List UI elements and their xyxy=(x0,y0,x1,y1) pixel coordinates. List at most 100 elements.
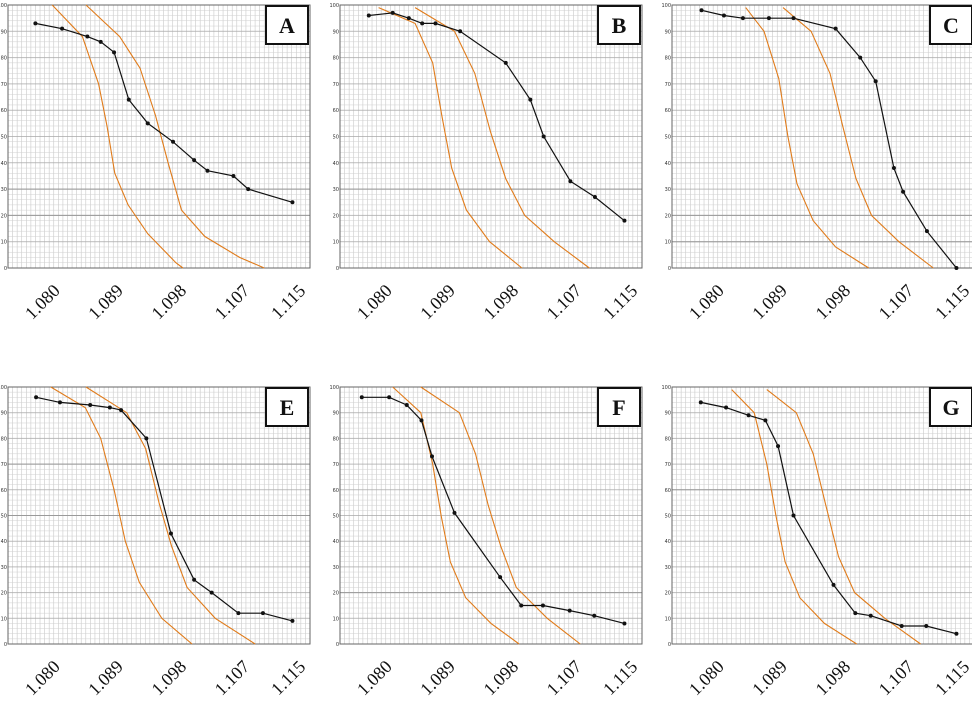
data-point xyxy=(98,39,103,44)
envelope-curve-1 xyxy=(50,386,193,645)
y-tick-label: 90 xyxy=(665,29,671,35)
y-tick-label: 90 xyxy=(665,411,671,417)
data-point xyxy=(126,97,131,102)
x-tick-label: 1.089 xyxy=(748,280,791,323)
x-tick-label: 1.098 xyxy=(479,280,522,323)
x-tick-label: 1.089 xyxy=(748,656,791,699)
y-tick-label: 20 xyxy=(333,213,339,219)
y-tick-label: 70 xyxy=(333,82,339,88)
plot-frame xyxy=(7,4,311,269)
x-tick-label: 1.080 xyxy=(685,280,728,323)
envelope-curve-1 xyxy=(378,7,523,269)
data-point xyxy=(390,10,395,15)
panel-label-box xyxy=(265,387,309,427)
horizontal-gridlines xyxy=(672,4,972,269)
y-tick-label: 90 xyxy=(1,29,7,35)
y-tick-label: 30 xyxy=(1,565,7,571)
data-point xyxy=(924,624,929,629)
y-tick-label: 40 xyxy=(333,539,339,545)
data-point xyxy=(698,400,703,405)
data-point xyxy=(192,577,197,582)
data-point xyxy=(33,21,38,26)
x-tick-label: 1.107 xyxy=(211,280,254,323)
series-line xyxy=(368,12,625,222)
y-tick-label: 10 xyxy=(333,616,339,622)
y-tick-label: 80 xyxy=(333,436,339,442)
y-tick-label: 20 xyxy=(665,591,671,597)
y-tick-label: 30 xyxy=(333,187,339,193)
data-point xyxy=(699,8,704,13)
envelope-curve-2 xyxy=(782,7,934,269)
envelope-curve-2 xyxy=(766,389,921,645)
x-tick-label: 1.107 xyxy=(875,280,918,323)
panel-label-box xyxy=(929,5,972,45)
y-tick-label: 60 xyxy=(1,488,7,494)
y-tick-label: 100 xyxy=(0,3,7,9)
data-point xyxy=(924,229,929,234)
y-tick-label: 30 xyxy=(333,565,339,571)
y-tick-label: 10 xyxy=(1,616,7,622)
data-point xyxy=(60,26,65,31)
data-point xyxy=(260,611,265,616)
chart-panel-f: 0 10 20 30 40 50 60 70 80 90 100 1.080 1.089 1.098 1.1… xyxy=(329,385,643,699)
y-tick-label: 10 xyxy=(665,240,671,246)
data-point xyxy=(901,189,906,194)
panel-label: A xyxy=(279,13,295,38)
data-point xyxy=(359,395,364,400)
data-point xyxy=(112,50,117,55)
data-point xyxy=(899,624,904,629)
data-point xyxy=(420,21,425,26)
x-tick-label: 1.080 xyxy=(21,656,64,699)
x-tick-label: 1.115 xyxy=(599,657,641,699)
panel-label-box xyxy=(929,387,972,427)
y-tick-label: 70 xyxy=(1,82,7,88)
data-point xyxy=(868,613,873,618)
x-tick-label: 1.115 xyxy=(599,281,641,323)
data-point xyxy=(592,613,597,618)
data-point xyxy=(954,266,959,270)
chart-panel-g: 0 10 20 30 40 50 60 70 80 90 100 1.080 1.089 1.098 1.1… xyxy=(661,385,972,699)
y-tick-label: 0 xyxy=(668,266,671,272)
y-tick-label: 60 xyxy=(665,108,671,114)
x-tick-label: 1.107 xyxy=(543,656,586,699)
y-tick-label: 80 xyxy=(1,56,7,62)
y-tick-label: 10 xyxy=(1,240,7,246)
data-point xyxy=(568,179,573,184)
data-point xyxy=(791,513,796,518)
x-tick-label: 1.089 xyxy=(84,656,127,699)
data-point xyxy=(791,16,796,21)
y-tick-label: 100 xyxy=(329,385,339,391)
data-point xyxy=(406,16,411,21)
envelope-curve-1 xyxy=(731,389,857,645)
series-line xyxy=(35,396,293,622)
data-point xyxy=(858,55,863,60)
series-line xyxy=(361,396,625,624)
x-tick-label: 1.115 xyxy=(267,657,309,699)
x-tick-label: 1.080 xyxy=(353,656,396,699)
envelope-curve-2 xyxy=(85,386,256,645)
y-tick-label: 40 xyxy=(665,161,671,167)
data-point xyxy=(721,13,726,18)
data-point xyxy=(419,418,424,423)
data-point xyxy=(622,218,627,223)
data-point xyxy=(290,618,295,623)
data-point xyxy=(766,16,771,21)
panel-label-box xyxy=(597,5,641,45)
data-point xyxy=(833,26,838,31)
horizontal-gridlines xyxy=(340,386,642,645)
x-tick-label: 1.098 xyxy=(811,656,854,699)
y-tick-label: 50 xyxy=(1,135,7,141)
y-tick-label: 90 xyxy=(333,29,339,35)
data-point xyxy=(954,631,959,636)
data-point xyxy=(592,194,597,199)
data-point xyxy=(433,21,438,26)
x-tick-label: 1.089 xyxy=(416,280,459,323)
data-point xyxy=(366,13,371,18)
data-point xyxy=(290,200,295,205)
plot-frame xyxy=(671,386,972,645)
y-tick-label: 60 xyxy=(1,108,7,114)
y-tick-label: 40 xyxy=(1,539,7,545)
chart-panel-b: 0 10 20 30 40 50 60 70 80 90 100 1.080 1.089 1.098 1.1… xyxy=(329,3,643,323)
data-point xyxy=(192,158,197,163)
